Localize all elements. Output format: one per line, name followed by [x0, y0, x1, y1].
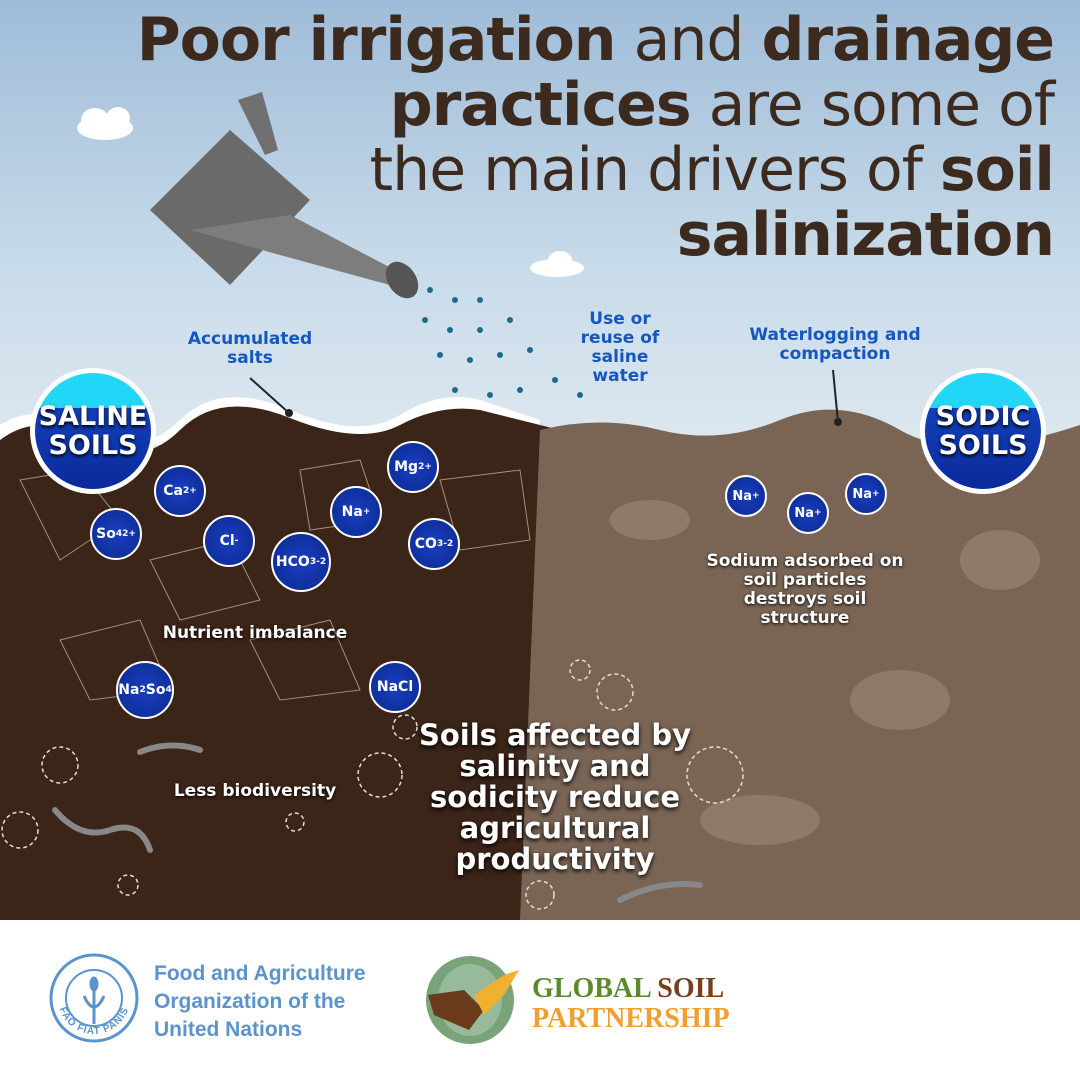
ion-co3: CO 3 -2	[408, 518, 460, 570]
ion-na2so4: Na 2 So 4	[116, 661, 174, 719]
gsp-name: GLOBAL SOIL PARTNERSHIP	[532, 974, 730, 1034]
label-accumulated-salts: Accumulated salts	[187, 329, 313, 368]
ion-so4: So 4 2+	[90, 508, 142, 560]
headline-text: are some of	[690, 70, 1055, 140]
ion-text: 2+	[418, 462, 432, 472]
fao-line: United Nations	[154, 1018, 303, 1041]
ion-cl: Cl -	[203, 515, 255, 567]
ion-text: So	[145, 682, 166, 698]
ion-text: Na	[118, 682, 140, 698]
headline-text: and	[615, 5, 762, 75]
headline-bold-5: salinization	[676, 200, 1055, 270]
ion-text: -2	[316, 557, 327, 567]
watering-can-icon	[150, 92, 419, 299]
ion-text: Na	[341, 504, 363, 520]
main-message: Soils affected by salinity and sodicity …	[418, 718, 692, 876]
ion-text: So	[96, 526, 116, 542]
ion-mg: Mg 2+	[387, 441, 439, 493]
microorganism-bubbles	[1, 659, 744, 910]
worm-icon	[52, 742, 703, 903]
ion-nacl: NaCl	[369, 661, 421, 713]
pointer-line	[832, 369, 839, 423]
ion-text: 4	[165, 685, 172, 695]
ion-text: Mg	[394, 459, 419, 475]
label-saline-water: Use or reuse of saline water	[580, 309, 660, 386]
ion-text: 2	[139, 685, 146, 695]
label-sodium-adsorbed: Sodium adsorbed on soil particles destro…	[706, 551, 904, 628]
ion-text: Na	[732, 488, 753, 504]
ion-text: Na	[852, 486, 873, 502]
ion-ca: Ca 2+	[154, 465, 206, 517]
ion-text: HCO	[275, 554, 310, 570]
ion-text: Cl	[219, 533, 235, 549]
ion-text: NaCl	[376, 679, 414, 695]
ion-text: Na	[794, 505, 815, 521]
pointer-line	[249, 377, 290, 414]
gsp-global: GLOBAL	[532, 973, 658, 1004]
fao-name: Food and Agriculture Organization of the…	[154, 960, 366, 1044]
ion-sodic-na: Na +	[787, 492, 829, 534]
ion-sodic-na: Na +	[725, 475, 767, 517]
fao-line: Organization of the	[154, 990, 346, 1013]
ion-hco3: HCO 3 -2	[271, 532, 331, 592]
ion-text: 2+	[182, 486, 197, 496]
ion-text: -2	[443, 539, 454, 549]
gsp-globe-logo	[426, 956, 519, 1044]
fao-logo: FAO FIAT PANIS	[49, 953, 139, 1043]
ion-text: CO	[414, 536, 437, 552]
ion-text: 2+	[122, 529, 136, 539]
headline-text: the main drivers of	[369, 135, 940, 205]
headline-bold-1: Poor irrigation	[136, 5, 617, 75]
fao-line: Food and Agriculture	[154, 962, 366, 985]
ion-text: +	[814, 508, 822, 518]
cloud-icon	[530, 251, 584, 277]
headline-bold-3: practices	[389, 70, 692, 140]
ion-text: 3	[436, 539, 444, 549]
ion-sodic-na: Na +	[845, 473, 887, 515]
saline-soils-badge: SALINE SOILS	[30, 368, 156, 494]
wheat-icon	[82, 976, 106, 1024]
ion-text: +	[362, 507, 371, 517]
ion-text: -	[234, 536, 239, 546]
label-nutrient-imbalance: Nutrient imbalance	[162, 623, 348, 643]
label-waterlogging: Waterlogging and compaction	[749, 325, 921, 364]
gsp-soil: SOIL	[657, 973, 725, 1004]
gsp-partnership: PARTNERSHIP	[532, 1003, 730, 1034]
cloud-icon	[77, 107, 133, 140]
ion-text: +	[752, 491, 760, 501]
headline-bold-2: drainage	[761, 5, 1055, 75]
headline: Poor irrigation and drainage practices a…	[136, 5, 1055, 270]
label-less-biodiversity: Less biodiversity	[173, 781, 337, 801]
ion-text: 3	[309, 557, 317, 567]
sodic-soils-badge: SODIC SOILS	[920, 368, 1046, 494]
ion-text: 4	[115, 529, 123, 539]
headline-bold-4: soil	[939, 135, 1055, 205]
ion-na: Na +	[330, 486, 382, 538]
ion-text: Ca	[163, 483, 183, 499]
ion-text: +	[872, 489, 880, 499]
